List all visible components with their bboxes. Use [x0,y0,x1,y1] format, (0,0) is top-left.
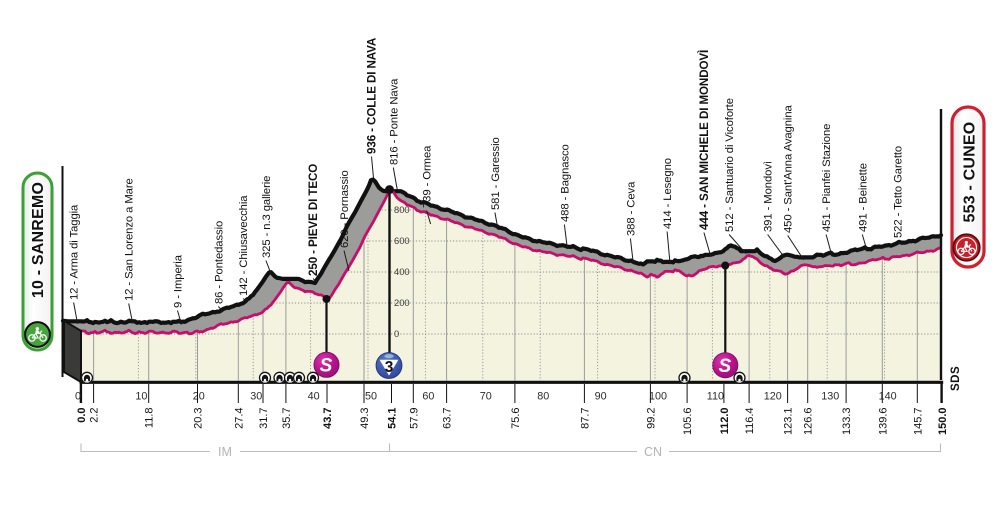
svg-text:100: 100 [649,391,667,403]
svg-text:936 - COLLE DI NAVA: 936 - COLLE DI NAVA [366,37,379,154]
svg-text:2.2: 2.2 [89,408,101,423]
svg-text:50: 50 [365,391,377,403]
svg-text:581 - Garessio: 581 - Garessio [490,137,502,210]
svg-text:10 - SANREMO: 10 - SANREMO [30,182,47,298]
svg-text:620 - Pornassio: 620 - Pornassio [339,170,351,248]
svg-text:388 - Ceva: 388 - Ceva [625,181,637,236]
svg-text:12 - Arma di Taggia: 12 - Arma di Taggia [69,204,81,300]
svg-text:10: 10 [135,391,147,403]
svg-text:139.6: 139.6 [877,408,889,436]
svg-text:86 - Pontedassio: 86 - Pontedassio [213,221,225,304]
svg-text:140: 140 [879,391,897,403]
svg-text:450 - Sant'Anna Avagnina: 450 - Sant'Anna Avagnina [783,104,795,233]
svg-text:142 - Chiusavecchia: 142 - Chiusavecchia [238,195,250,296]
svg-text:488 - Bagnasco: 488 - Bagnasco [559,144,571,222]
svg-text:20.3: 20.3 [193,408,205,429]
svg-text:200: 200 [394,297,410,308]
svg-text:20: 20 [193,391,205,403]
svg-text:512 - Santuario di Vicoforte: 512 - Santuario di Vicoforte [724,98,736,232]
svg-text:S: S [718,356,731,377]
svg-text:49.3: 49.3 [359,408,371,429]
svg-text:63.7: 63.7 [442,408,454,429]
svg-text:0.0: 0.0 [76,408,88,423]
svg-text:75.6: 75.6 [510,408,522,429]
svg-text:IM: IM [218,445,232,459]
svg-text:451 - Pianfei Stazione: 451 - Pianfei Stazione [821,124,833,232]
svg-text:54.1: 54.1 [387,408,399,429]
svg-text:800: 800 [394,204,410,215]
svg-text:150.0: 150.0 [937,408,949,436]
svg-text:99.2: 99.2 [645,408,657,429]
svg-text:400: 400 [394,266,410,277]
svg-text:123.1: 123.1 [783,408,795,436]
svg-text:87.7: 87.7 [579,408,591,429]
svg-text:60: 60 [422,391,434,403]
svg-text:133.3: 133.3 [841,408,853,436]
svg-text:0: 0 [75,391,81,403]
svg-text:414 - Lesegno: 414 - Lesegno [662,158,674,229]
svg-text:816 - Ponte Nava: 816 - Ponte Nava [388,78,400,165]
svg-text:739 - Ormea: 739 - Ormea [422,145,434,208]
svg-text:491 - Beinette: 491 - Beinette [857,163,869,232]
svg-text:31.7: 31.7 [258,408,270,429]
svg-text:S: S [320,356,333,377]
svg-text:522 - Tetto Garetto: 522 - Tetto Garetto [892,146,904,238]
svg-text:9 - Imperia: 9 - Imperia [173,254,185,308]
svg-text:CN: CN [644,445,662,459]
svg-text:40: 40 [308,391,320,403]
svg-text:110: 110 [707,391,724,403]
svg-text:444 - SAN MICHELE DI MONDOVÌ: 444 - SAN MICHELE DI MONDOVÌ [698,50,711,230]
svg-text:30: 30 [250,391,262,403]
svg-text:130: 130 [821,391,839,403]
svg-text:391 - Mondovì: 391 - Mondovì [763,161,775,232]
svg-text:SDS: SDS [950,366,962,391]
svg-text:553 - CUNEO: 553 - CUNEO [962,122,979,223]
svg-text:11.8: 11.8 [144,408,156,429]
svg-text:27.4: 27.4 [233,408,245,429]
svg-text:600: 600 [394,235,410,246]
svg-text:112.0: 112.0 [719,408,731,435]
svg-text:105.6: 105.6 [682,408,694,436]
svg-text:80: 80 [537,391,549,403]
svg-text:57.9: 57.9 [408,408,420,429]
svg-text:116.4: 116.4 [744,408,756,435]
svg-text:250 - PIEVE DI TECO: 250 - PIEVE DI TECO [307,164,320,276]
svg-text:43.7: 43.7 [322,408,334,429]
svg-text:145.7: 145.7 [912,408,924,436]
svg-text:0: 0 [394,328,399,339]
svg-text:126.6: 126.6 [803,408,815,436]
svg-text:35.7: 35.7 [281,408,293,429]
svg-text:90: 90 [595,391,607,403]
svg-text:325 - n.3 gallerie: 325 - n.3 gallerie [261,176,273,258]
svg-text:3: 3 [385,359,394,376]
svg-text:70: 70 [480,391,492,403]
svg-text:120: 120 [764,391,782,403]
svg-text:12 - San Lorenzo a Mare: 12 - San Lorenzo a Mare [124,178,136,301]
